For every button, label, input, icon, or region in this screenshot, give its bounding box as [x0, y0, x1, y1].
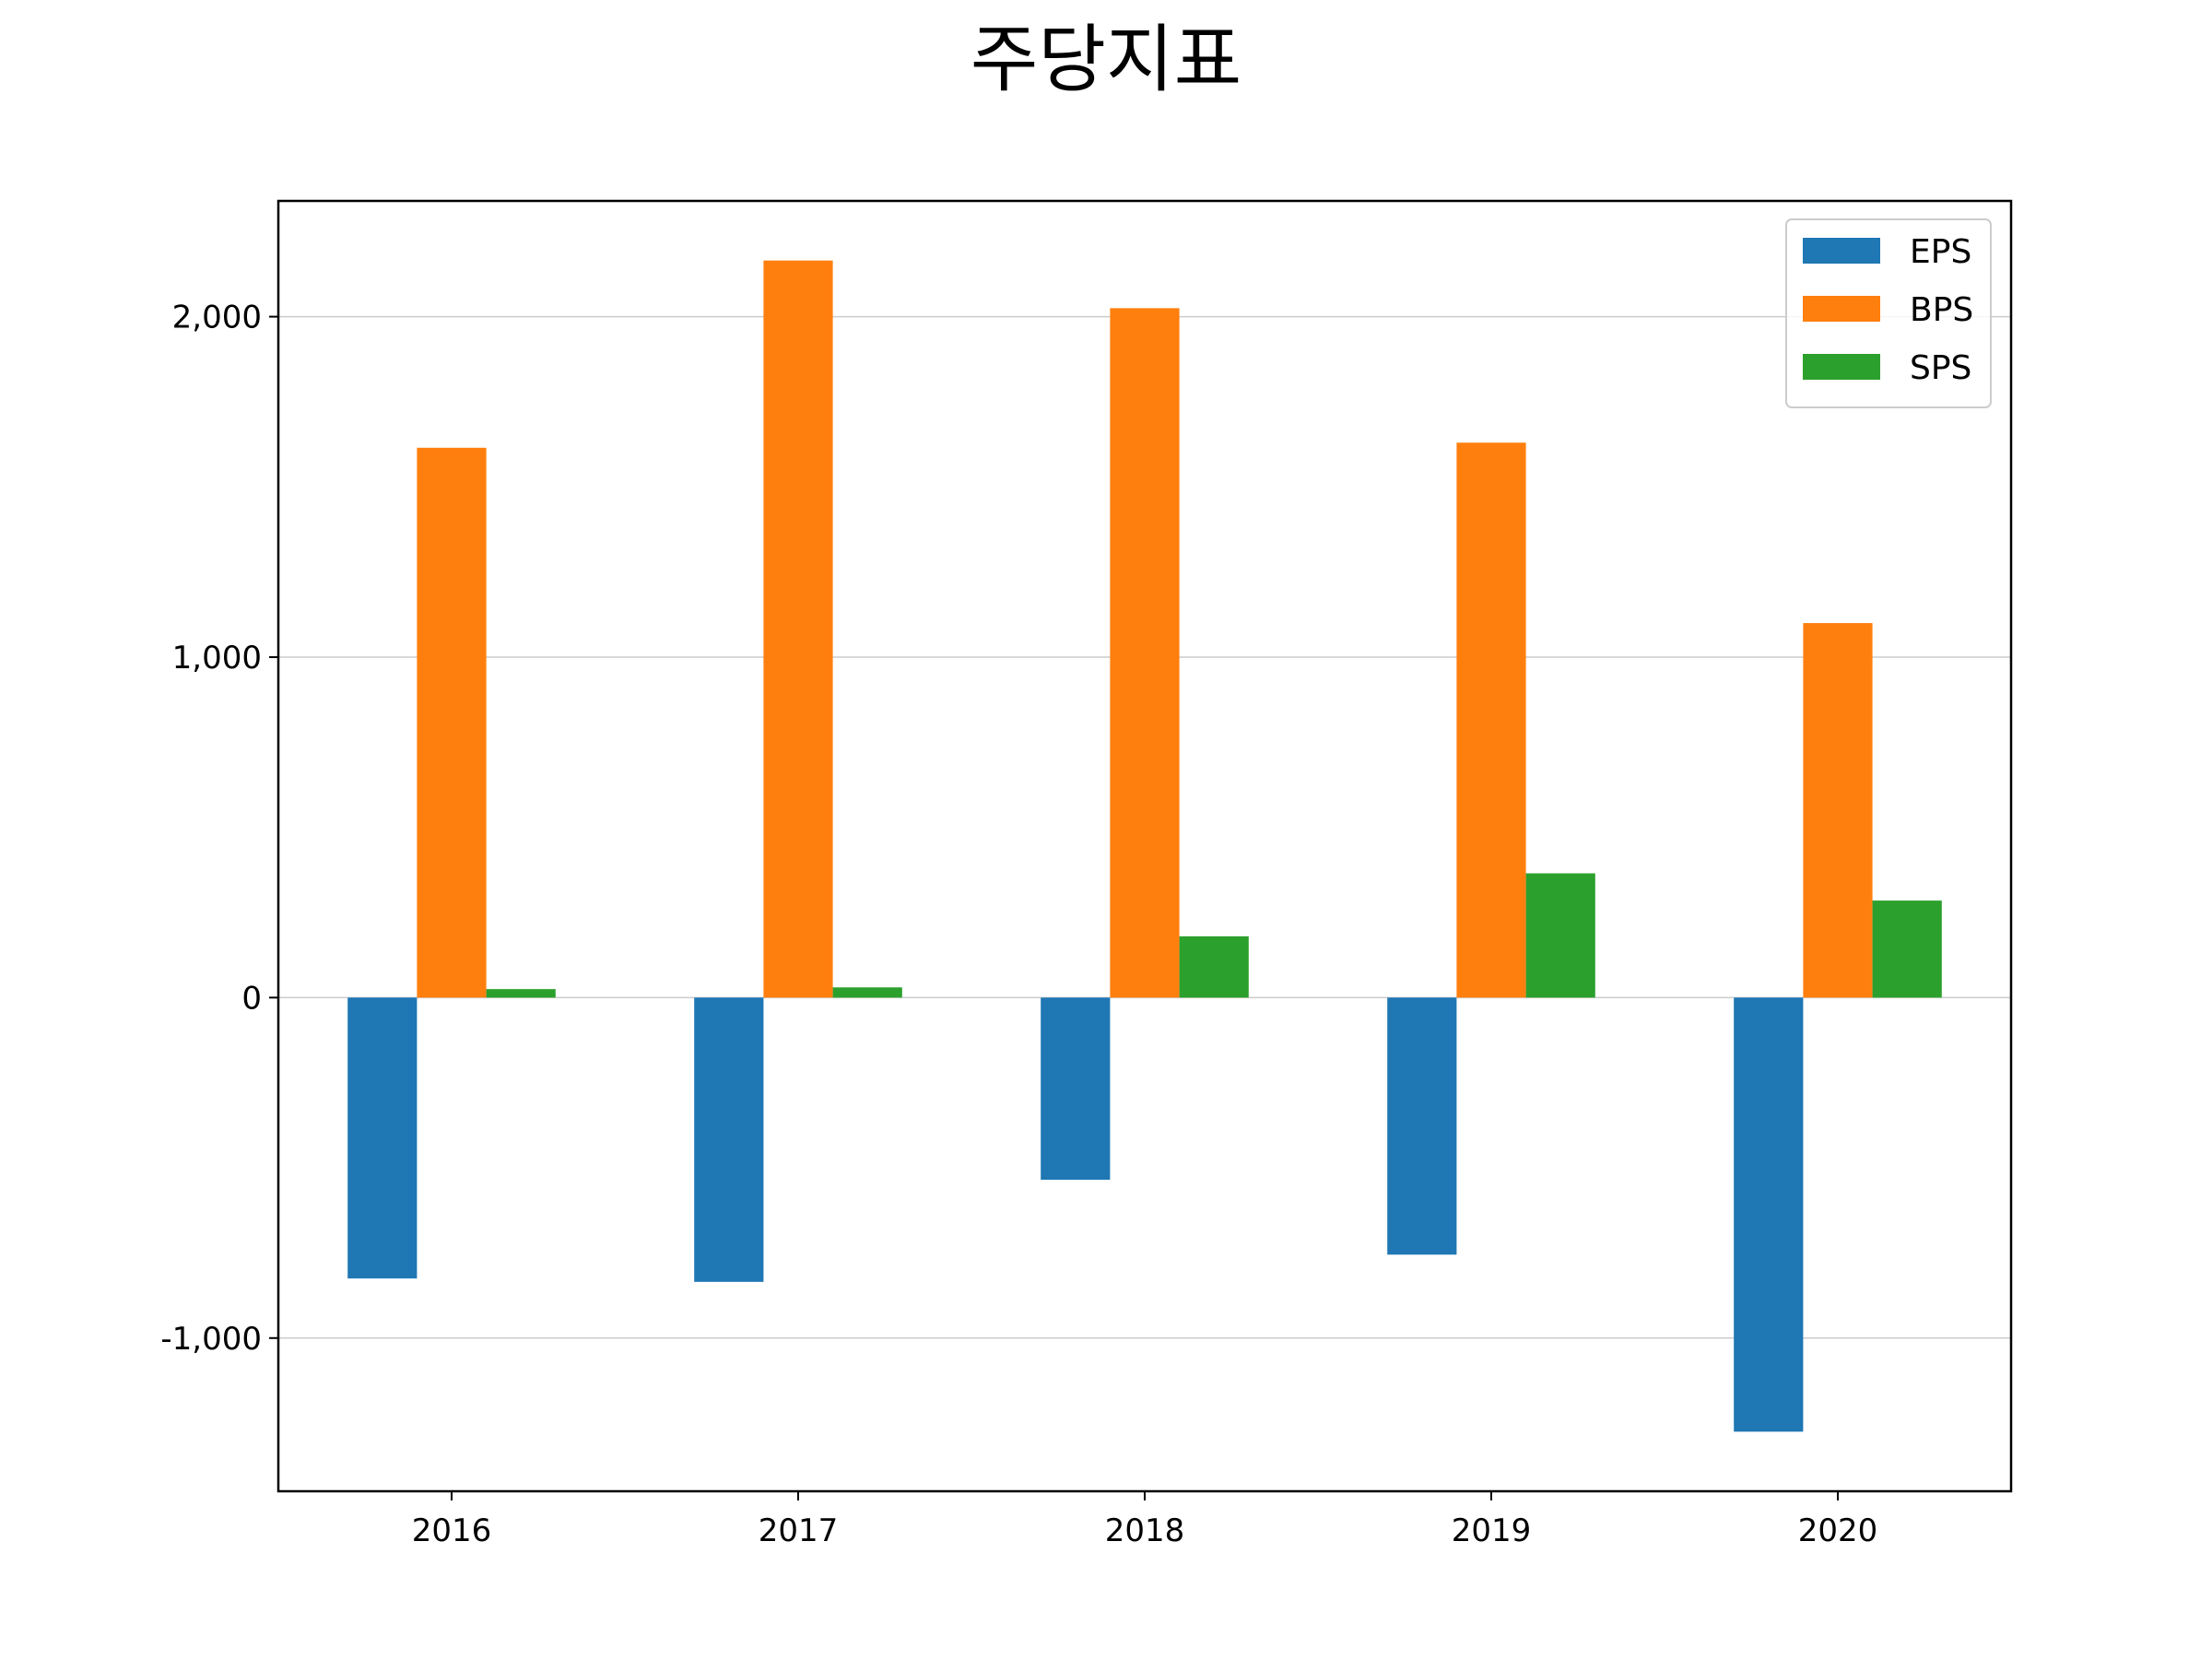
- bar-eps-2018: [1041, 997, 1111, 1181]
- x-tick-label-2017: 2017: [759, 1512, 839, 1549]
- bar-bps-2020: [1803, 623, 1873, 998]
- bar-sps-2019: [1525, 873, 1595, 998]
- legend-label-sps: SPS: [1910, 349, 1971, 387]
- y-tick-label-3: 2,000: [172, 300, 262, 336]
- bar-bps-2017: [763, 260, 833, 998]
- bar-bps-2018: [1110, 308, 1180, 998]
- bars: [347, 260, 1942, 1432]
- bar-sps-2018: [1179, 935, 1249, 998]
- x-tick-label-2016: 2016: [412, 1512, 492, 1549]
- legend-swatch-sps: [1803, 354, 1880, 380]
- x-tick-label-2019: 2019: [1452, 1512, 1532, 1549]
- legend-label-eps: EPS: [1910, 233, 1971, 271]
- bar-eps-2019: [1387, 997, 1457, 1255]
- bar-eps-2020: [1734, 997, 1804, 1432]
- chart-title: 주당지표: [971, 17, 1241, 102]
- bar-bps-2016: [417, 447, 487, 998]
- y-tick-label-0: -1,000: [160, 1321, 262, 1358]
- bar-eps-2017: [694, 997, 764, 1282]
- x-tick-label-2020: 2020: [1798, 1512, 1878, 1549]
- bar-sps-2020: [1872, 900, 1942, 998]
- legend-label-bps: BPS: [1910, 291, 1973, 329]
- axes: -1,000 0 1,000 2,000 2016 2017 2018 2019 2020: [160, 300, 1877, 1549]
- y-tick-label-1: 0: [241, 980, 262, 1017]
- bar-sps-2016: [486, 989, 556, 998]
- bar-bps-2019: [1456, 442, 1526, 998]
- legend: EPS BPS SPS: [1785, 218, 1992, 408]
- x-tick-label-2018: 2018: [1105, 1512, 1185, 1549]
- bar-sps-2017: [832, 987, 902, 998]
- legend-swatch-eps: [1803, 238, 1880, 264]
- legend-swatch-bps: [1803, 296, 1880, 322]
- bar-eps-2016: [347, 997, 418, 1279]
- y-tick-label-2: 1,000: [172, 640, 262, 677]
